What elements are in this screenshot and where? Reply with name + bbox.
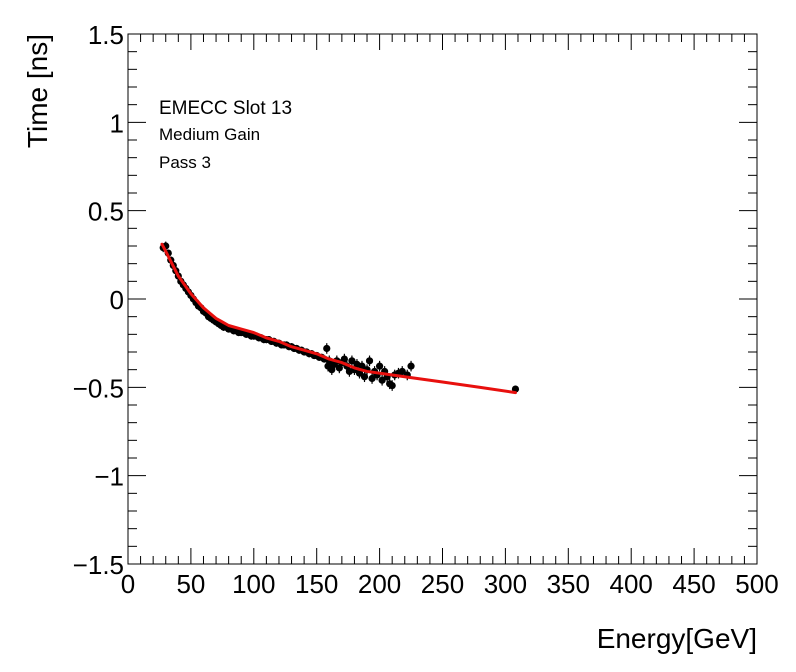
data-marker [398,367,406,376]
data-point [378,374,386,386]
x-tick-label: 500 [735,569,778,599]
y-tick-label: 0.5 [88,197,124,227]
x-tick-label: 450 [672,569,715,599]
fit-line [160,242,517,395]
x-tick-label: 400 [610,569,653,599]
y-tick-label: 1.5 [88,20,124,50]
data-marker [340,355,348,363]
x-axis-title: Energy[GeV] [597,623,757,654]
plot-frame [127,33,758,565]
data-point [365,355,374,367]
y-tick-label: 1 [110,108,124,138]
data-point [348,355,356,367]
data-marker [368,374,376,383]
annotation-gain: Medium Gain [159,125,260,144]
data-point [368,373,376,384]
y-tick-label: 0 [110,285,124,315]
data-marker [407,362,415,370]
x-tick-label: 0 [121,569,135,599]
x-tick-label: 150 [295,569,338,599]
data-point [407,360,415,372]
data-marker [388,381,396,390]
data-marker [323,344,331,353]
annotation-pass: Pass 3 [159,153,211,172]
y-tick-label: −1 [94,462,124,492]
data-point [376,360,384,372]
data-point [388,380,396,391]
y-tick-label: −1.5 [73,550,124,580]
x-tick-label: 300 [484,569,527,599]
x-tick-label: 50 [176,569,205,599]
data-marker [355,369,364,377]
x-tick-label: 200 [358,569,401,599]
x-tick-label: 100 [232,569,275,599]
y-axis-title: Time [ns] [22,34,53,148]
data-marker [365,357,374,365]
tick-labels: 0 50 100 150 200 250 300 350 400 450 500 −1.5 −1 −0.5… [73,20,779,599]
x-tick-label: 250 [421,569,464,599]
data-marker [360,373,369,381]
data-marker [378,376,386,384]
data-marker [358,362,366,370]
fit-curve [160,242,517,395]
y-tick-label: −0.5 [73,373,124,403]
data-marker [348,357,356,365]
data-marker [376,362,384,370]
data-point [360,371,369,383]
x-tick-label: 350 [547,569,590,599]
annotation-slot: EMECC Slot 13 [159,98,292,119]
data-point [323,343,331,354]
